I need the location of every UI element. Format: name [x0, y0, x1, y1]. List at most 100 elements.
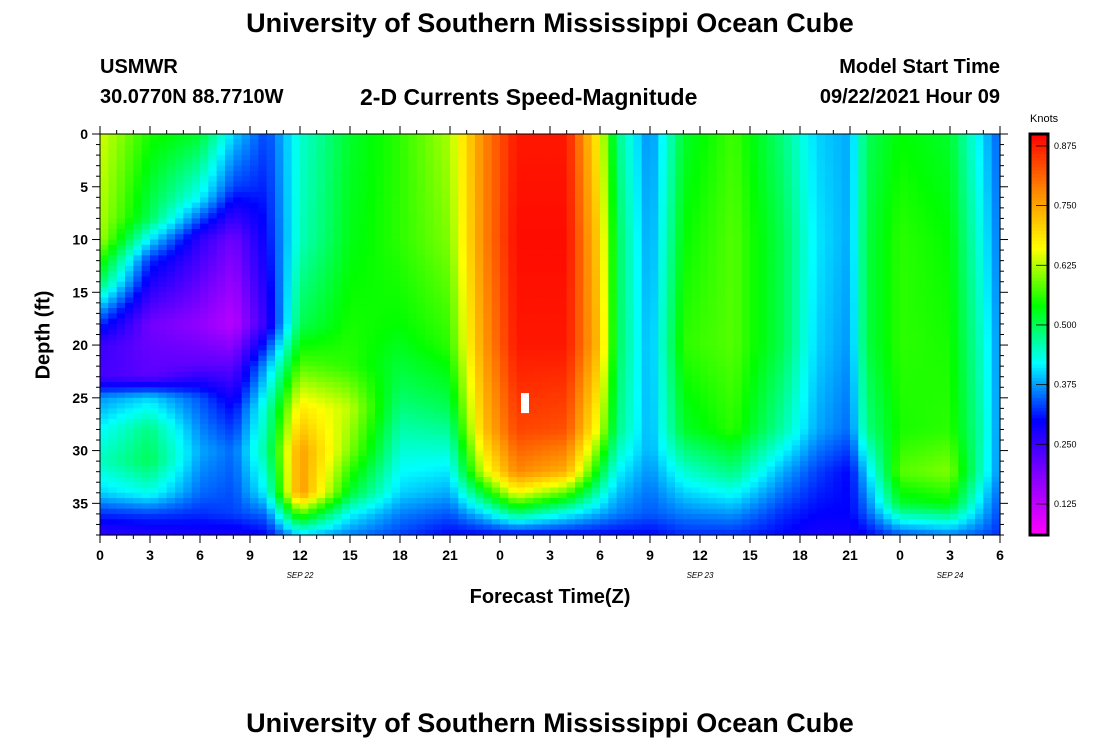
heatmap-cell: [516, 434, 526, 441]
heatmap-cell: [125, 366, 134, 373]
heatmap-cell: [158, 176, 168, 183]
heatmap-cell: [116, 276, 126, 283]
heatmap-cell: [641, 149, 651, 156]
heatmap-cell: [450, 445, 459, 452]
heatmap-cell: [233, 170, 243, 177]
heatmap-cell: [400, 160, 409, 167]
heatmap-cell: [500, 155, 509, 161]
heatmap-cell: [150, 334, 159, 341]
heatmap-cell: [116, 513, 126, 520]
heatmap-cell: [183, 287, 193, 293]
heatmap-cell: [225, 397, 234, 404]
heatmap-cell: [375, 176, 384, 183]
heatmap-cell: [500, 192, 509, 198]
heatmap-cell: [475, 360, 484, 367]
heatmap-cell: [233, 355, 243, 362]
heatmap-cell: [475, 366, 484, 373]
heatmap-cell: [150, 297, 159, 304]
heatmap-cell: [141, 498, 151, 504]
heatmap-cell: [125, 170, 134, 177]
heatmap-cell: [200, 192, 209, 198]
heatmap-cell: [558, 397, 568, 404]
heatmap-cell: [433, 228, 443, 235]
heatmap-cell: [183, 134, 193, 140]
heatmap-cell: [516, 513, 526, 520]
heatmap-cell: [416, 376, 426, 383]
heatmap-cell: [383, 350, 393, 357]
heatmap-cell: [358, 176, 368, 183]
heatmap-cell: [458, 313, 468, 320]
heatmap-cell: [250, 228, 259, 235]
heatmap-cell: [450, 223, 459, 230]
heatmap-cell: [291, 403, 301, 409]
heatmap-cell: [333, 260, 343, 267]
heatmap-cell: [533, 213, 543, 220]
heatmap-cell: [291, 228, 301, 235]
heatmap-cell: [491, 265, 501, 272]
heatmap-cell: [208, 339, 218, 346]
heatmap-cell: [533, 170, 543, 177]
heatmap-cell: [508, 281, 518, 288]
heatmap-cell: [241, 513, 251, 520]
heatmap-cell: [166, 360, 176, 367]
heatmap-cell: [450, 234, 459, 241]
heatmap-cell: [183, 202, 193, 209]
heatmap-cell: [308, 429, 318, 436]
heatmap-cell: [375, 392, 384, 399]
heatmap-cell: [558, 318, 568, 325]
heatmap-cell: [333, 329, 343, 336]
heatmap-cell: [200, 139, 209, 146]
heatmap-cell: [300, 281, 309, 288]
heatmap-cell: [366, 429, 376, 436]
heatmap-cell: [383, 466, 393, 473]
heatmap-cell: [308, 155, 318, 161]
heatmap-cell: [458, 139, 468, 146]
heatmap-cell: [533, 134, 543, 140]
heatmap-cell: [416, 450, 426, 457]
heatmap-cell: [308, 276, 318, 283]
heatmap-cell: [133, 186, 143, 193]
heatmap-cell: [325, 313, 334, 320]
heatmap-cell: [358, 450, 368, 457]
heatmap-cell: [516, 476, 526, 483]
heatmap-cell: [308, 250, 318, 256]
heatmap-cell: [266, 313, 276, 320]
heatmap-cell: [300, 487, 309, 494]
heatmap-cell: [416, 397, 426, 404]
heatmap-cell: [633, 482, 643, 489]
heatmap-cell: [608, 345, 618, 351]
heatmap-cell: [250, 355, 259, 362]
heatmap-cell: [566, 139, 576, 146]
heatmap-cell: [600, 260, 609, 267]
heatmap-cell: [491, 186, 501, 193]
heatmap-cell: [550, 471, 559, 478]
heatmap-cell: [616, 218, 626, 225]
heatmap-cell: [341, 255, 351, 262]
heatmap-cell: [358, 471, 368, 478]
heatmap-cell: [291, 202, 301, 209]
heatmap-cell: [433, 234, 443, 241]
heatmap-cell: [550, 181, 559, 188]
heatmap-cell: [333, 318, 343, 325]
heatmap-cell: [433, 487, 443, 494]
heatmap-cell: [416, 408, 426, 415]
heatmap-cell: [533, 476, 543, 483]
heatmap-cell: [133, 239, 143, 246]
heatmap-cell: [350, 413, 359, 420]
heatmap-cell: [475, 308, 484, 314]
heatmap-cell: [583, 244, 593, 251]
heatmap-cell: [241, 413, 251, 420]
heatmap-cell: [641, 207, 651, 214]
heatmap-cell: [375, 134, 384, 140]
heatmap-cell: [616, 239, 626, 246]
heatmap-cell: [275, 265, 284, 272]
heatmap-cell: [616, 323, 626, 330]
heatmap-cell: [266, 255, 276, 262]
heatmap-cell: [550, 418, 559, 425]
heatmap-cell: [366, 192, 376, 198]
heatmap-cell: [158, 276, 168, 283]
heatmap-cell: [316, 281, 326, 288]
heatmap-cell: [191, 323, 201, 330]
heatmap-cell: [433, 323, 443, 330]
heatmap-cell: [466, 345, 476, 351]
